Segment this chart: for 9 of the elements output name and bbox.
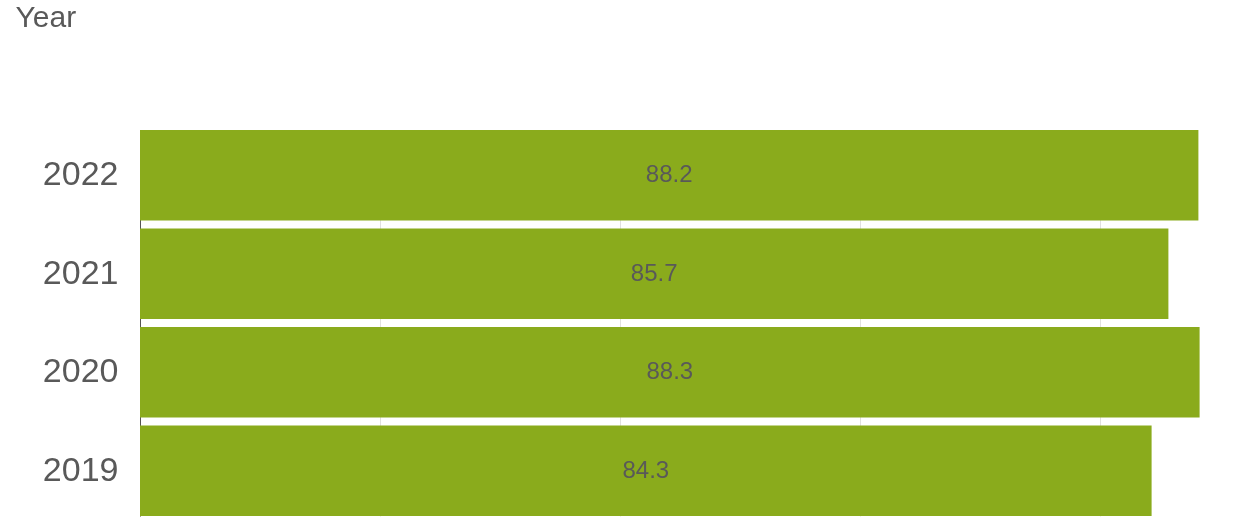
y-tick-label: 2022 xyxy=(42,154,119,193)
y-tick-label: 2019 xyxy=(42,449,119,488)
y-tick-label: 2021 xyxy=(42,252,119,291)
data-label: 85.7 xyxy=(630,258,678,286)
y-axis-title: Year xyxy=(15,0,77,33)
y-tick-label: 2020 xyxy=(42,351,119,390)
data-label: 88.3 xyxy=(646,357,694,385)
data-label: 84.3 xyxy=(622,455,670,483)
data-label: 88.2 xyxy=(645,160,693,188)
